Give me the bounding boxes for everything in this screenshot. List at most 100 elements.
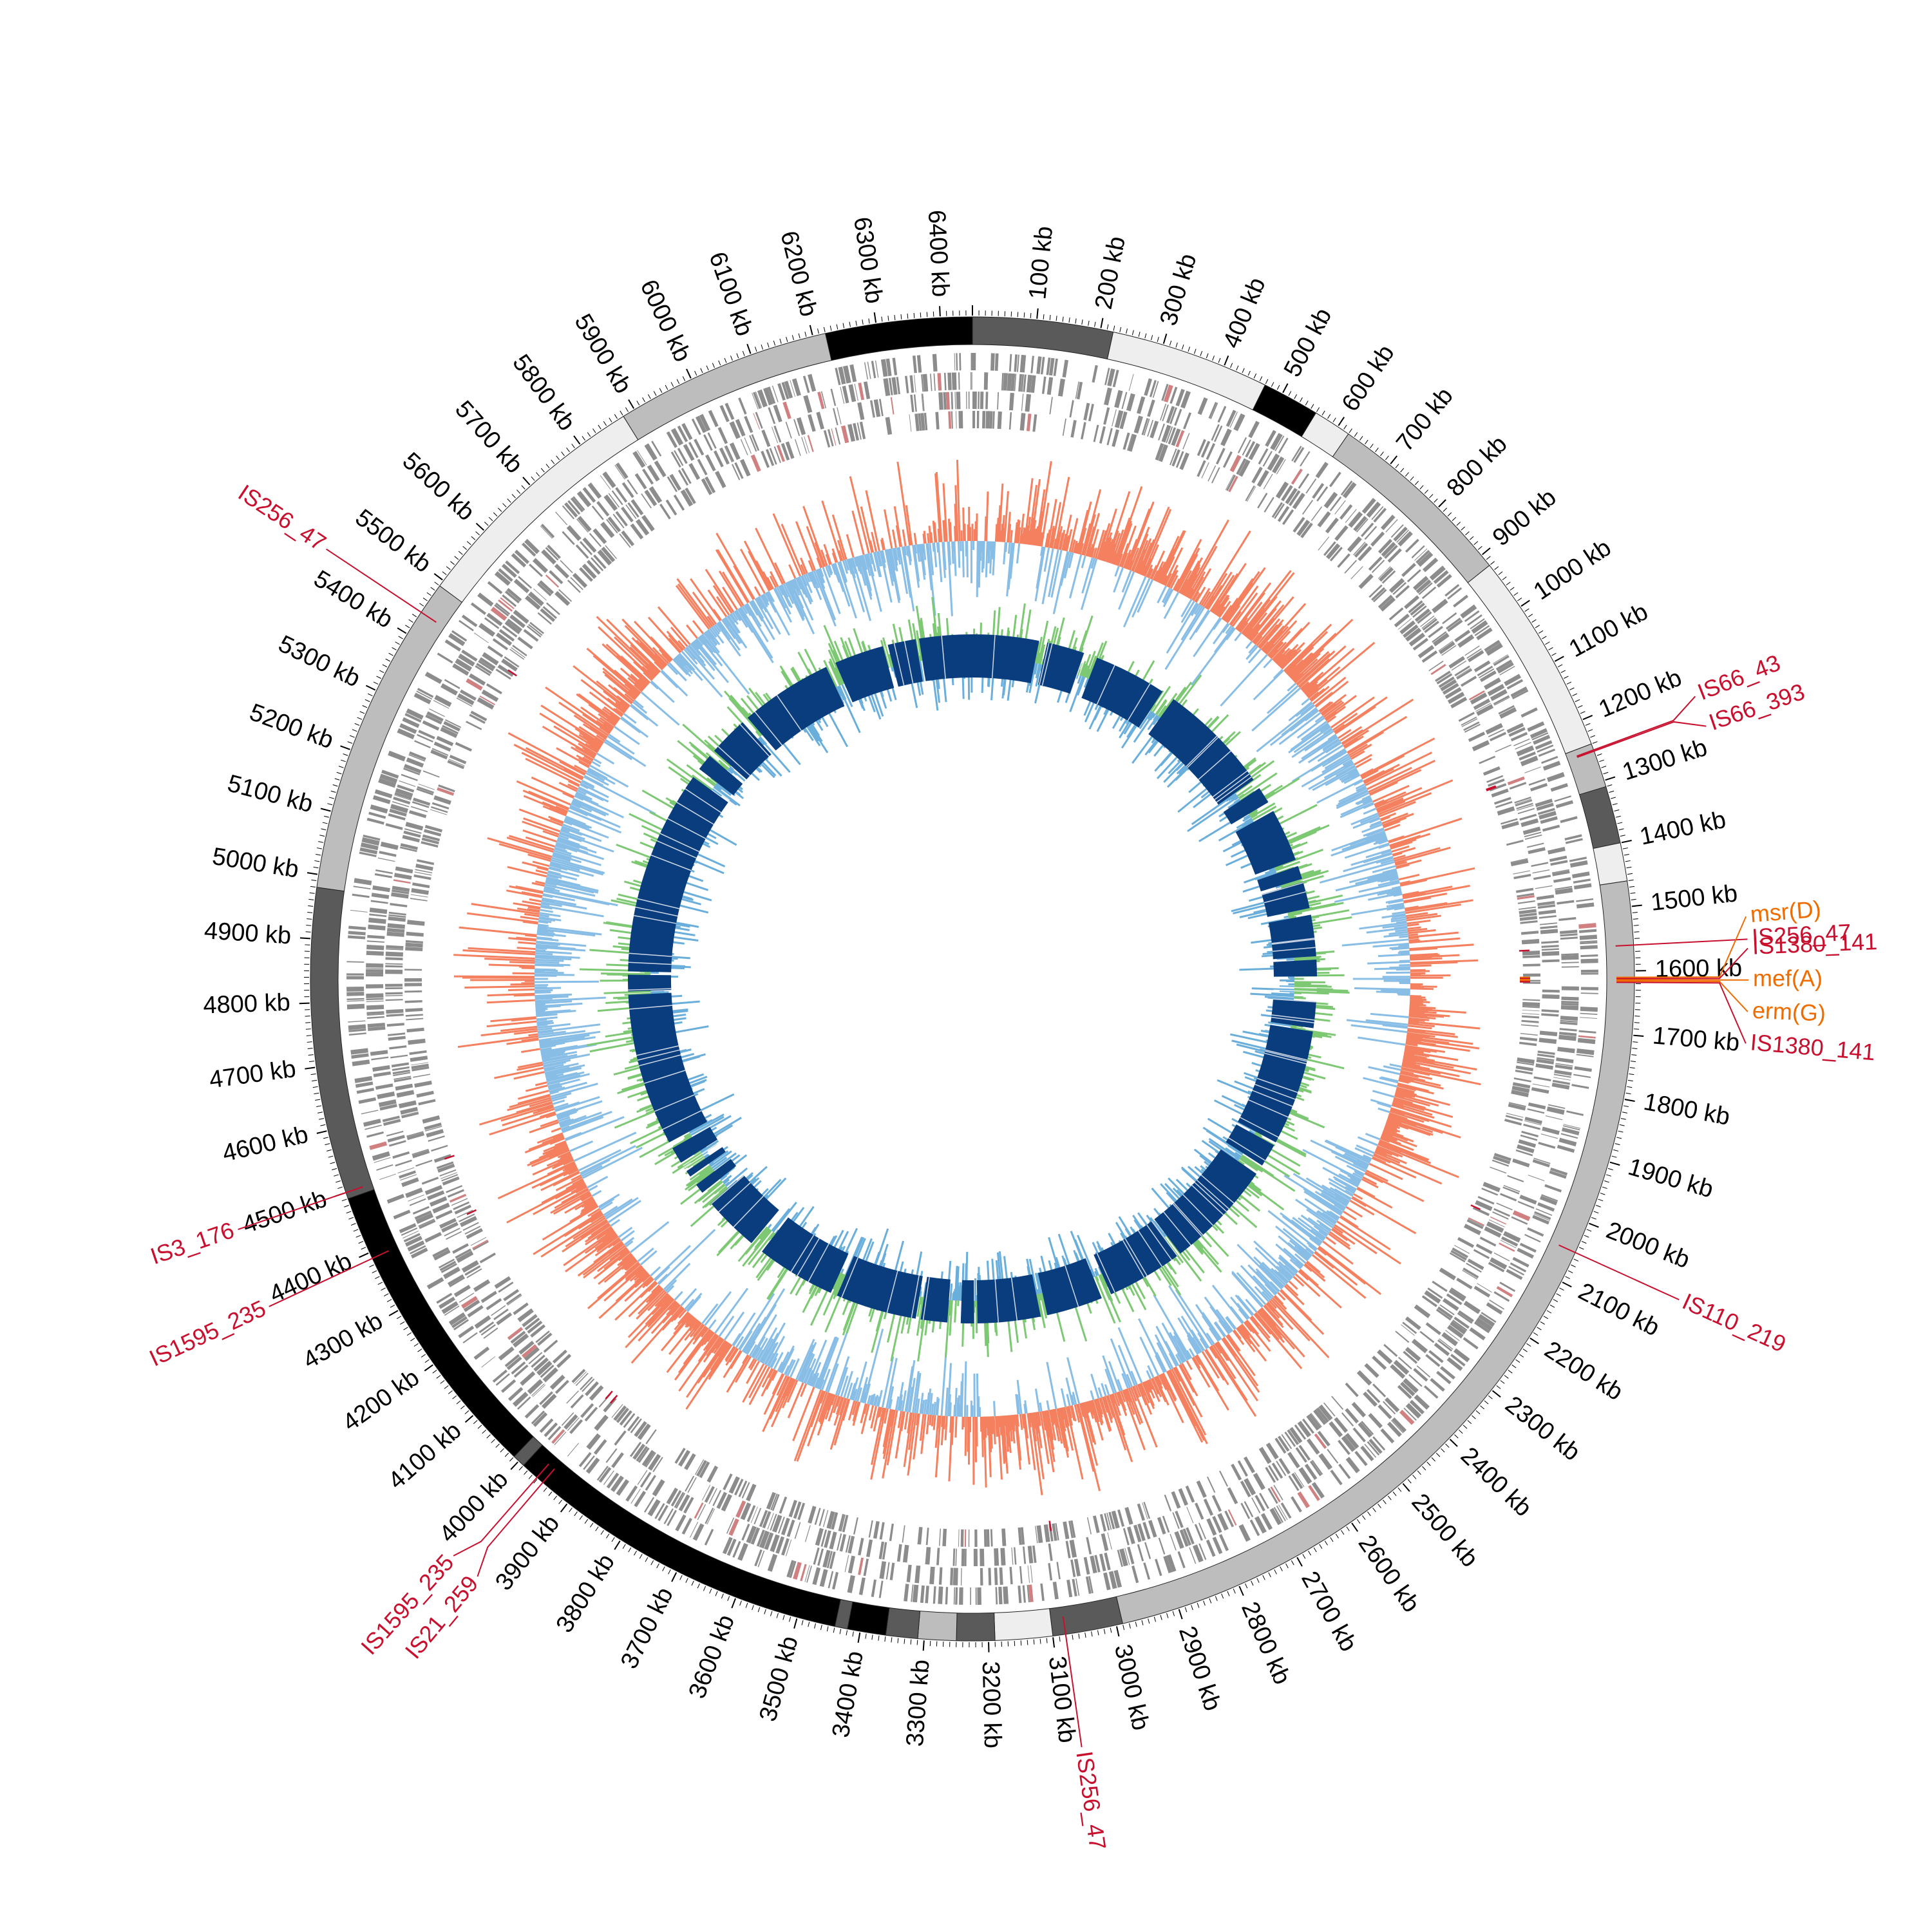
gc-skew-bar [1229,1305,1244,1324]
gc-skew-bar [529,1121,559,1133]
cds-feature [666,1487,678,1505]
gc-skew-bar [862,1329,884,1404]
gc-skew-bar [1349,831,1386,846]
gc-skew-bar [780,1345,795,1374]
cds-feature [911,1584,914,1602]
cds-feature [694,1459,705,1475]
gc-skew-bar [1406,1032,1435,1038]
gc-skew-bar [618,1251,630,1262]
cds-feature [1220,428,1232,446]
gc-skew-bar [786,1378,795,1397]
gc-skew-bar [1223,1320,1233,1333]
gc-skew-bar [1180,605,1204,641]
scale-tick [344,1205,350,1208]
gc-skew-bar [851,1401,858,1416]
gc-skew-bar [698,636,723,667]
gc-skew-bar [1406,919,1431,925]
gc-skew-bar [536,942,560,946]
gc-skew-bar [551,1092,572,1100]
gc-skew-bar [773,1352,784,1370]
gc-skew-bar [637,1247,654,1262]
scale-tick [1259,376,1263,381]
gc-skew-bar [1338,729,1352,739]
gc-skew-bar [569,806,602,821]
gc-skew-bar [1102,1355,1117,1393]
cds-feature [1218,1534,1229,1551]
cds-feature [392,886,410,893]
gc-skew-bar [1315,1231,1326,1240]
cds-feature [473,1347,490,1360]
cds-feature [1506,839,1524,846]
scale-tick-label: 1100 kb [1565,598,1653,663]
gc-skew-bar [1355,757,1372,768]
cds-feature [1520,1134,1538,1141]
gc-skew-bar [547,873,562,879]
cds-feature [1425,1322,1441,1336]
cds-feature [375,869,393,875]
gc-skew-bar [639,678,648,687]
scale-tick [390,1304,395,1308]
cds-feature [1262,451,1273,467]
cds-feature [496,1312,513,1325]
gc-skew-bar [1377,800,1406,814]
cds-feature [598,1467,612,1483]
gc-skew-bar [625,1240,634,1247]
gc-skew-bar [624,1261,639,1274]
scale-tick [1414,480,1419,486]
cds-feature [1555,800,1574,809]
gc-skew-bar [574,794,625,819]
gc-skew-bar [578,757,591,766]
gc-skew-bar [634,1269,647,1282]
gc-skew-bar [1407,1028,1455,1036]
scale-tick [587,432,591,437]
gc-skew-bar [467,912,538,923]
gc-skew-bar [536,1012,552,1016]
gc-skew-bar [1030,1412,1043,1495]
gc-skew-bar [1401,1063,1460,1077]
cds-feature [453,1319,469,1331]
gc-skew-bar [703,1333,717,1351]
scale-tick-label: 4500 kb [239,1186,330,1239]
gc-skew-bar [536,1018,547,1021]
cds-feature [359,847,378,855]
cds-feature [578,1452,592,1468]
cds-feature [523,629,539,642]
cds-feature [1403,1378,1419,1394]
cds-feature [593,554,607,569]
scale-tick [1030,312,1032,318]
gc-skew-bar [1173,1332,1191,1360]
gc-skew-bar [1236,1327,1247,1340]
gc-skew-bar [603,1206,618,1217]
gc-skew-bar [535,1081,547,1086]
gc-skew-bar [703,1331,714,1345]
gc-skew-bar [1217,606,1226,618]
scale-tick [1383,1499,1387,1504]
scale-tick [1535,625,1540,629]
cds-feature [943,392,947,410]
gc-skew-bar [1409,1005,1436,1010]
cds-feature [750,1527,761,1545]
gc-skew-bar [1386,1120,1409,1130]
cds-feature [1377,1349,1393,1365]
cds-feature [1395,1331,1410,1343]
cds-feature [1473,1321,1490,1334]
cds-feature [1397,1385,1412,1399]
scale-tick-label: 3500 kb [754,1633,803,1725]
cds-feature [386,927,405,933]
scale-tick [466,541,471,545]
cds-feature [930,374,933,392]
cds-feature [1555,1063,1573,1067]
gc-skew-bar [1209,1346,1218,1359]
cds-feature [1507,1175,1524,1182]
gc-skew-bar [1300,682,1310,691]
gc-skew-bar [1161,587,1171,603]
scale-tick-label: 1900 kb [1625,1153,1716,1204]
gc-skew-bar [1388,1115,1417,1127]
gc-skew-bar [535,973,575,976]
gc-skew-bar [1108,543,1116,564]
cds-feature [1421,1295,1437,1307]
gc-skew-bar [547,1074,581,1084]
scale-tick [372,1270,377,1273]
gc-skew-bar [678,1335,719,1392]
gc-skew-bar [1205,595,1215,609]
